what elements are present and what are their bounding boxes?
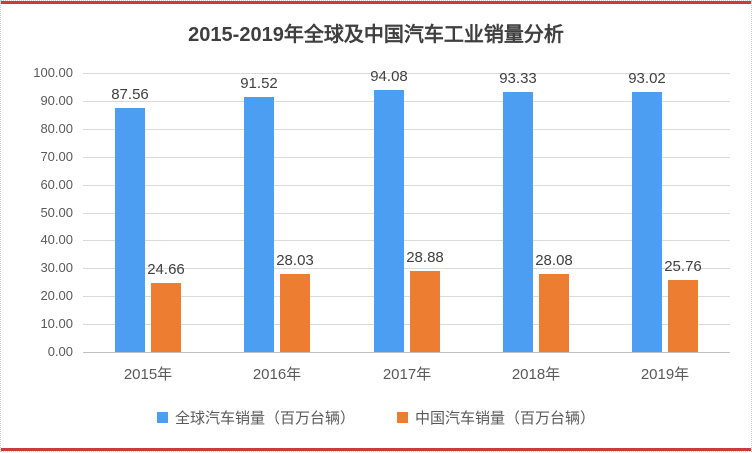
x-category-label: 2016年	[252, 366, 302, 383]
y-tick-label: 20.00	[40, 288, 73, 303]
chart-title: 2015-2019年全球及中国汽车工业销量分析	[188, 24, 564, 46]
bar-global-sales	[503, 92, 533, 352]
legend-label: 中国汽车销量（百万台辆）	[415, 410, 596, 427]
x-category-label: 2019年	[640, 366, 690, 383]
bar-china-sales	[410, 271, 440, 352]
y-tick-label: 70.00	[40, 149, 73, 164]
gridline	[83, 185, 730, 186]
gridline	[83, 268, 730, 269]
data-label: 91.52	[240, 75, 278, 92]
y-tick-label: 40.00	[40, 232, 73, 247]
legend-label: 全球汽车销量（百万台辆）	[174, 410, 355, 427]
top-red-rule	[1, 1, 751, 4]
legend-item-global: 全球汽车销量（百万台辆）	[156, 407, 355, 428]
gridline	[83, 73, 730, 74]
y-tick-label: 50.00	[40, 205, 73, 220]
bar-global-sales	[244, 97, 274, 352]
bar-china-sales	[151, 283, 181, 352]
data-label: 28.03	[276, 252, 314, 269]
bar-china-sales	[539, 274, 569, 352]
data-label: 28.88	[406, 249, 444, 266]
data-label: 24.66	[147, 261, 185, 278]
gridline	[83, 296, 730, 297]
y-tick-label: 30.00	[40, 260, 73, 275]
gridline	[83, 129, 730, 130]
bar-global-sales	[374, 90, 404, 352]
legend: 全球汽车销量（百万台辆） 中国汽车销量（百万台辆）	[1, 407, 751, 428]
data-label: 94.08	[370, 68, 408, 85]
bar-global-sales	[632, 92, 662, 352]
bottom-red-rule	[1, 448, 751, 451]
x-category-label: 2015年	[123, 366, 173, 383]
gridline	[83, 324, 730, 325]
gridline	[83, 240, 730, 241]
bar-china-sales	[280, 274, 310, 352]
bar-global-sales	[115, 108, 145, 352]
gridline	[83, 157, 730, 158]
data-label: 87.56	[111, 86, 149, 103]
gridline	[83, 213, 730, 214]
y-tick-label: 80.00	[40, 121, 73, 136]
data-label: 25.76	[664, 258, 702, 275]
x-category-label: 2017年	[382, 366, 432, 383]
bar-china-sales	[668, 280, 698, 352]
y-tick-label: 90.00	[40, 93, 73, 108]
y-tick-label: 60.00	[40, 177, 73, 192]
x-category-label: 2018年	[511, 366, 561, 383]
legend-swatch-icon	[397, 412, 408, 423]
data-label: 93.33	[499, 70, 537, 87]
gridline	[83, 101, 730, 102]
legend-item-china: 中国汽车销量（百万台辆）	[397, 407, 595, 428]
y-tick-label: 100.00	[33, 65, 73, 80]
x-axis-line	[83, 352, 730, 353]
data-label: 28.08	[535, 252, 573, 269]
y-tick-label: 10.00	[40, 316, 73, 331]
legend-swatch-icon	[156, 412, 168, 423]
y-tick-label: 0.00	[47, 344, 73, 359]
data-label: 93.02	[628, 70, 666, 87]
